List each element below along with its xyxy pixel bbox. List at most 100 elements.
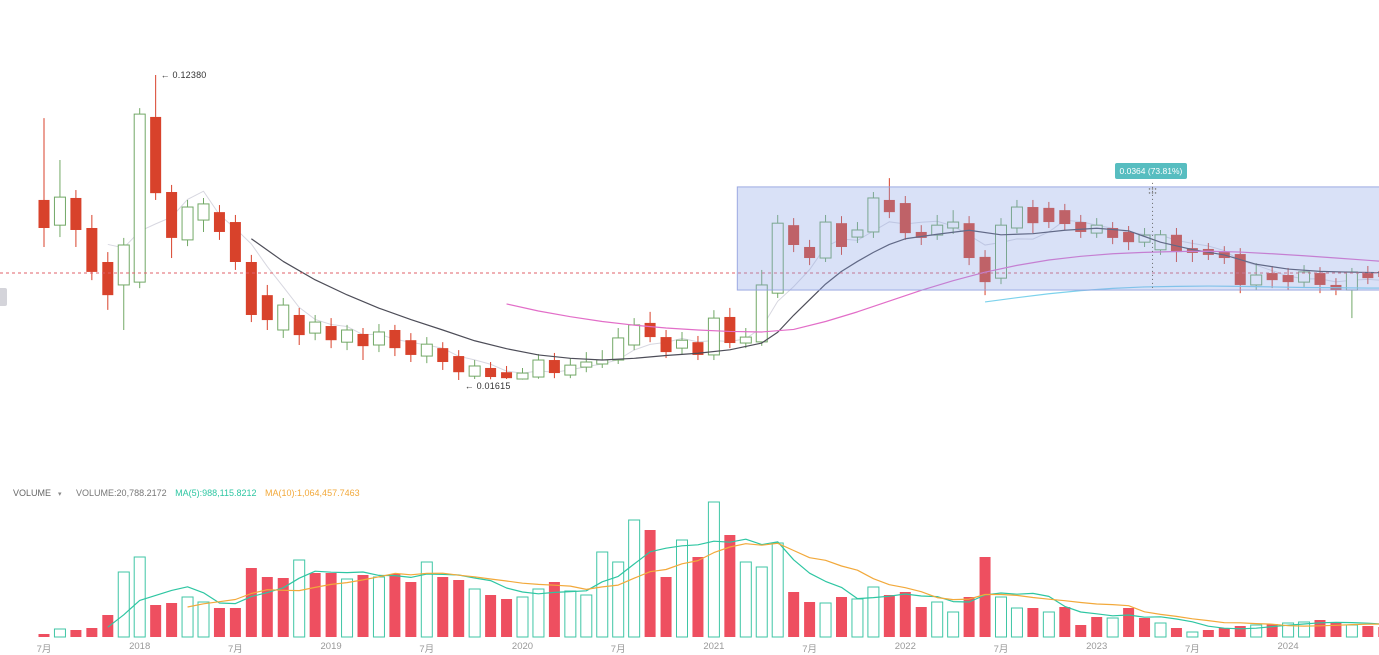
volume-bar[interactable] xyxy=(181,596,194,638)
candle[interactable] xyxy=(277,304,290,331)
volume-bar[interactable] xyxy=(851,598,864,638)
candle[interactable] xyxy=(1010,206,1023,229)
candle[interactable] xyxy=(453,356,465,373)
volume-bar[interactable] xyxy=(548,582,560,637)
volume-bar[interactable] xyxy=(532,588,545,638)
candle[interactable] xyxy=(836,223,847,247)
candle[interactable] xyxy=(420,343,433,357)
volume-bar[interactable] xyxy=(580,594,593,638)
candle[interactable] xyxy=(181,206,194,241)
volume-bar[interactable] xyxy=(915,607,927,637)
volume-bar[interactable] xyxy=(867,586,880,638)
candle[interactable] xyxy=(755,284,768,343)
volume-bar[interactable] xyxy=(53,628,66,638)
volume-bar[interactable] xyxy=(245,568,257,637)
candle[interactable] xyxy=(213,212,225,232)
candle[interactable] xyxy=(1234,254,1246,285)
candle[interactable] xyxy=(1314,273,1326,285)
volume-bar[interactable] xyxy=(1218,628,1230,637)
candle[interactable] xyxy=(707,317,720,356)
candle[interactable] xyxy=(788,225,800,245)
volume-bar[interactable] xyxy=(1075,625,1087,637)
candle[interactable] xyxy=(660,337,672,353)
candle[interactable] xyxy=(516,372,529,380)
candle[interactable] xyxy=(979,256,991,283)
volume-bar[interactable] xyxy=(166,603,178,637)
volume-bar[interactable] xyxy=(739,561,752,638)
candle[interactable] xyxy=(1186,248,1198,253)
volume-bar[interactable] xyxy=(150,605,162,637)
candle[interactable] xyxy=(692,342,704,355)
candle[interactable] xyxy=(628,324,641,346)
volume-bar[interactable] xyxy=(899,592,911,637)
candle[interactable] xyxy=(102,261,114,296)
candle[interactable] xyxy=(1362,271,1374,279)
volume-bar[interactable] xyxy=(1202,630,1214,637)
volume-bar[interactable] xyxy=(1234,626,1246,637)
volume-bar[interactable] xyxy=(325,573,337,637)
volume-bar[interactable] xyxy=(420,561,433,638)
volume-bar[interactable] xyxy=(883,595,895,637)
candle[interactable] xyxy=(1123,231,1135,243)
candle[interactable] xyxy=(389,329,401,349)
candle[interactable] xyxy=(1075,222,1087,232)
volume-bar[interactable] xyxy=(357,575,369,637)
candle[interactable] xyxy=(532,359,545,378)
candle[interactable] xyxy=(804,246,816,259)
candle[interactable] xyxy=(1059,210,1071,225)
candle[interactable] xyxy=(724,316,736,344)
volume-bar[interactable] xyxy=(1330,623,1342,637)
selection-region[interactable] xyxy=(736,186,1379,291)
candle[interactable] xyxy=(1027,207,1039,224)
volume-bar[interactable] xyxy=(707,501,720,638)
candle[interactable] xyxy=(899,203,911,234)
volume-bar[interactable] xyxy=(213,608,225,637)
candle[interactable] xyxy=(372,331,385,346)
candle[interactable] xyxy=(405,340,417,355)
volume-bar[interactable] xyxy=(1186,631,1199,638)
volume-bar[interactable] xyxy=(676,539,688,638)
volume-bar[interactable] xyxy=(70,630,82,637)
volume-bar[interactable] xyxy=(1250,624,1263,638)
volume-bar[interactable] xyxy=(389,574,401,637)
volume-bar[interactable] xyxy=(277,578,289,637)
volume-bar[interactable] xyxy=(564,590,577,638)
candle[interactable] xyxy=(38,199,50,228)
volume-bar[interactable] xyxy=(963,597,975,637)
volume-bar[interactable] xyxy=(660,577,672,637)
volume-bar[interactable] xyxy=(979,557,991,637)
volume-bar[interactable] xyxy=(309,573,321,637)
candle[interactable] xyxy=(197,203,210,221)
volume-bar[interactable] xyxy=(372,576,385,638)
candle[interactable] xyxy=(501,372,513,379)
volume-bar[interactable] xyxy=(788,592,800,637)
volume-bar[interactable] xyxy=(516,596,529,638)
candle[interactable] xyxy=(53,196,66,226)
volume-bar[interactable] xyxy=(1027,608,1039,637)
volume-bar[interactable] xyxy=(1362,626,1374,637)
candle[interactable] xyxy=(1043,207,1055,223)
volume-bar[interactable] xyxy=(755,566,768,638)
candle[interactable] xyxy=(293,314,305,336)
candle[interactable] xyxy=(341,329,354,343)
volume-bar[interactable] xyxy=(229,608,241,637)
volume-bar[interactable] xyxy=(692,557,704,637)
volume-bar[interactable] xyxy=(1266,624,1278,637)
volume-bar[interactable] xyxy=(197,601,210,638)
volume-bar[interactable] xyxy=(468,588,481,638)
volume-bar[interactable] xyxy=(1042,611,1055,638)
candle[interactable] xyxy=(867,197,880,233)
volume-bar[interactable] xyxy=(995,596,1007,638)
candle[interactable] xyxy=(947,221,960,229)
volume-bar[interactable] xyxy=(1154,622,1167,638)
candle[interactable] xyxy=(86,227,98,272)
volume-bar[interactable] xyxy=(341,578,354,638)
candle[interactable] xyxy=(166,192,178,238)
candle[interactable] xyxy=(1170,234,1182,253)
candle[interactable] xyxy=(883,199,895,213)
candle[interactable] xyxy=(468,365,481,377)
candle[interactable] xyxy=(1250,274,1263,286)
candle[interactable] xyxy=(1107,227,1119,238)
candle[interactable] xyxy=(70,197,82,230)
volume-bar[interactable] xyxy=(1123,608,1135,637)
